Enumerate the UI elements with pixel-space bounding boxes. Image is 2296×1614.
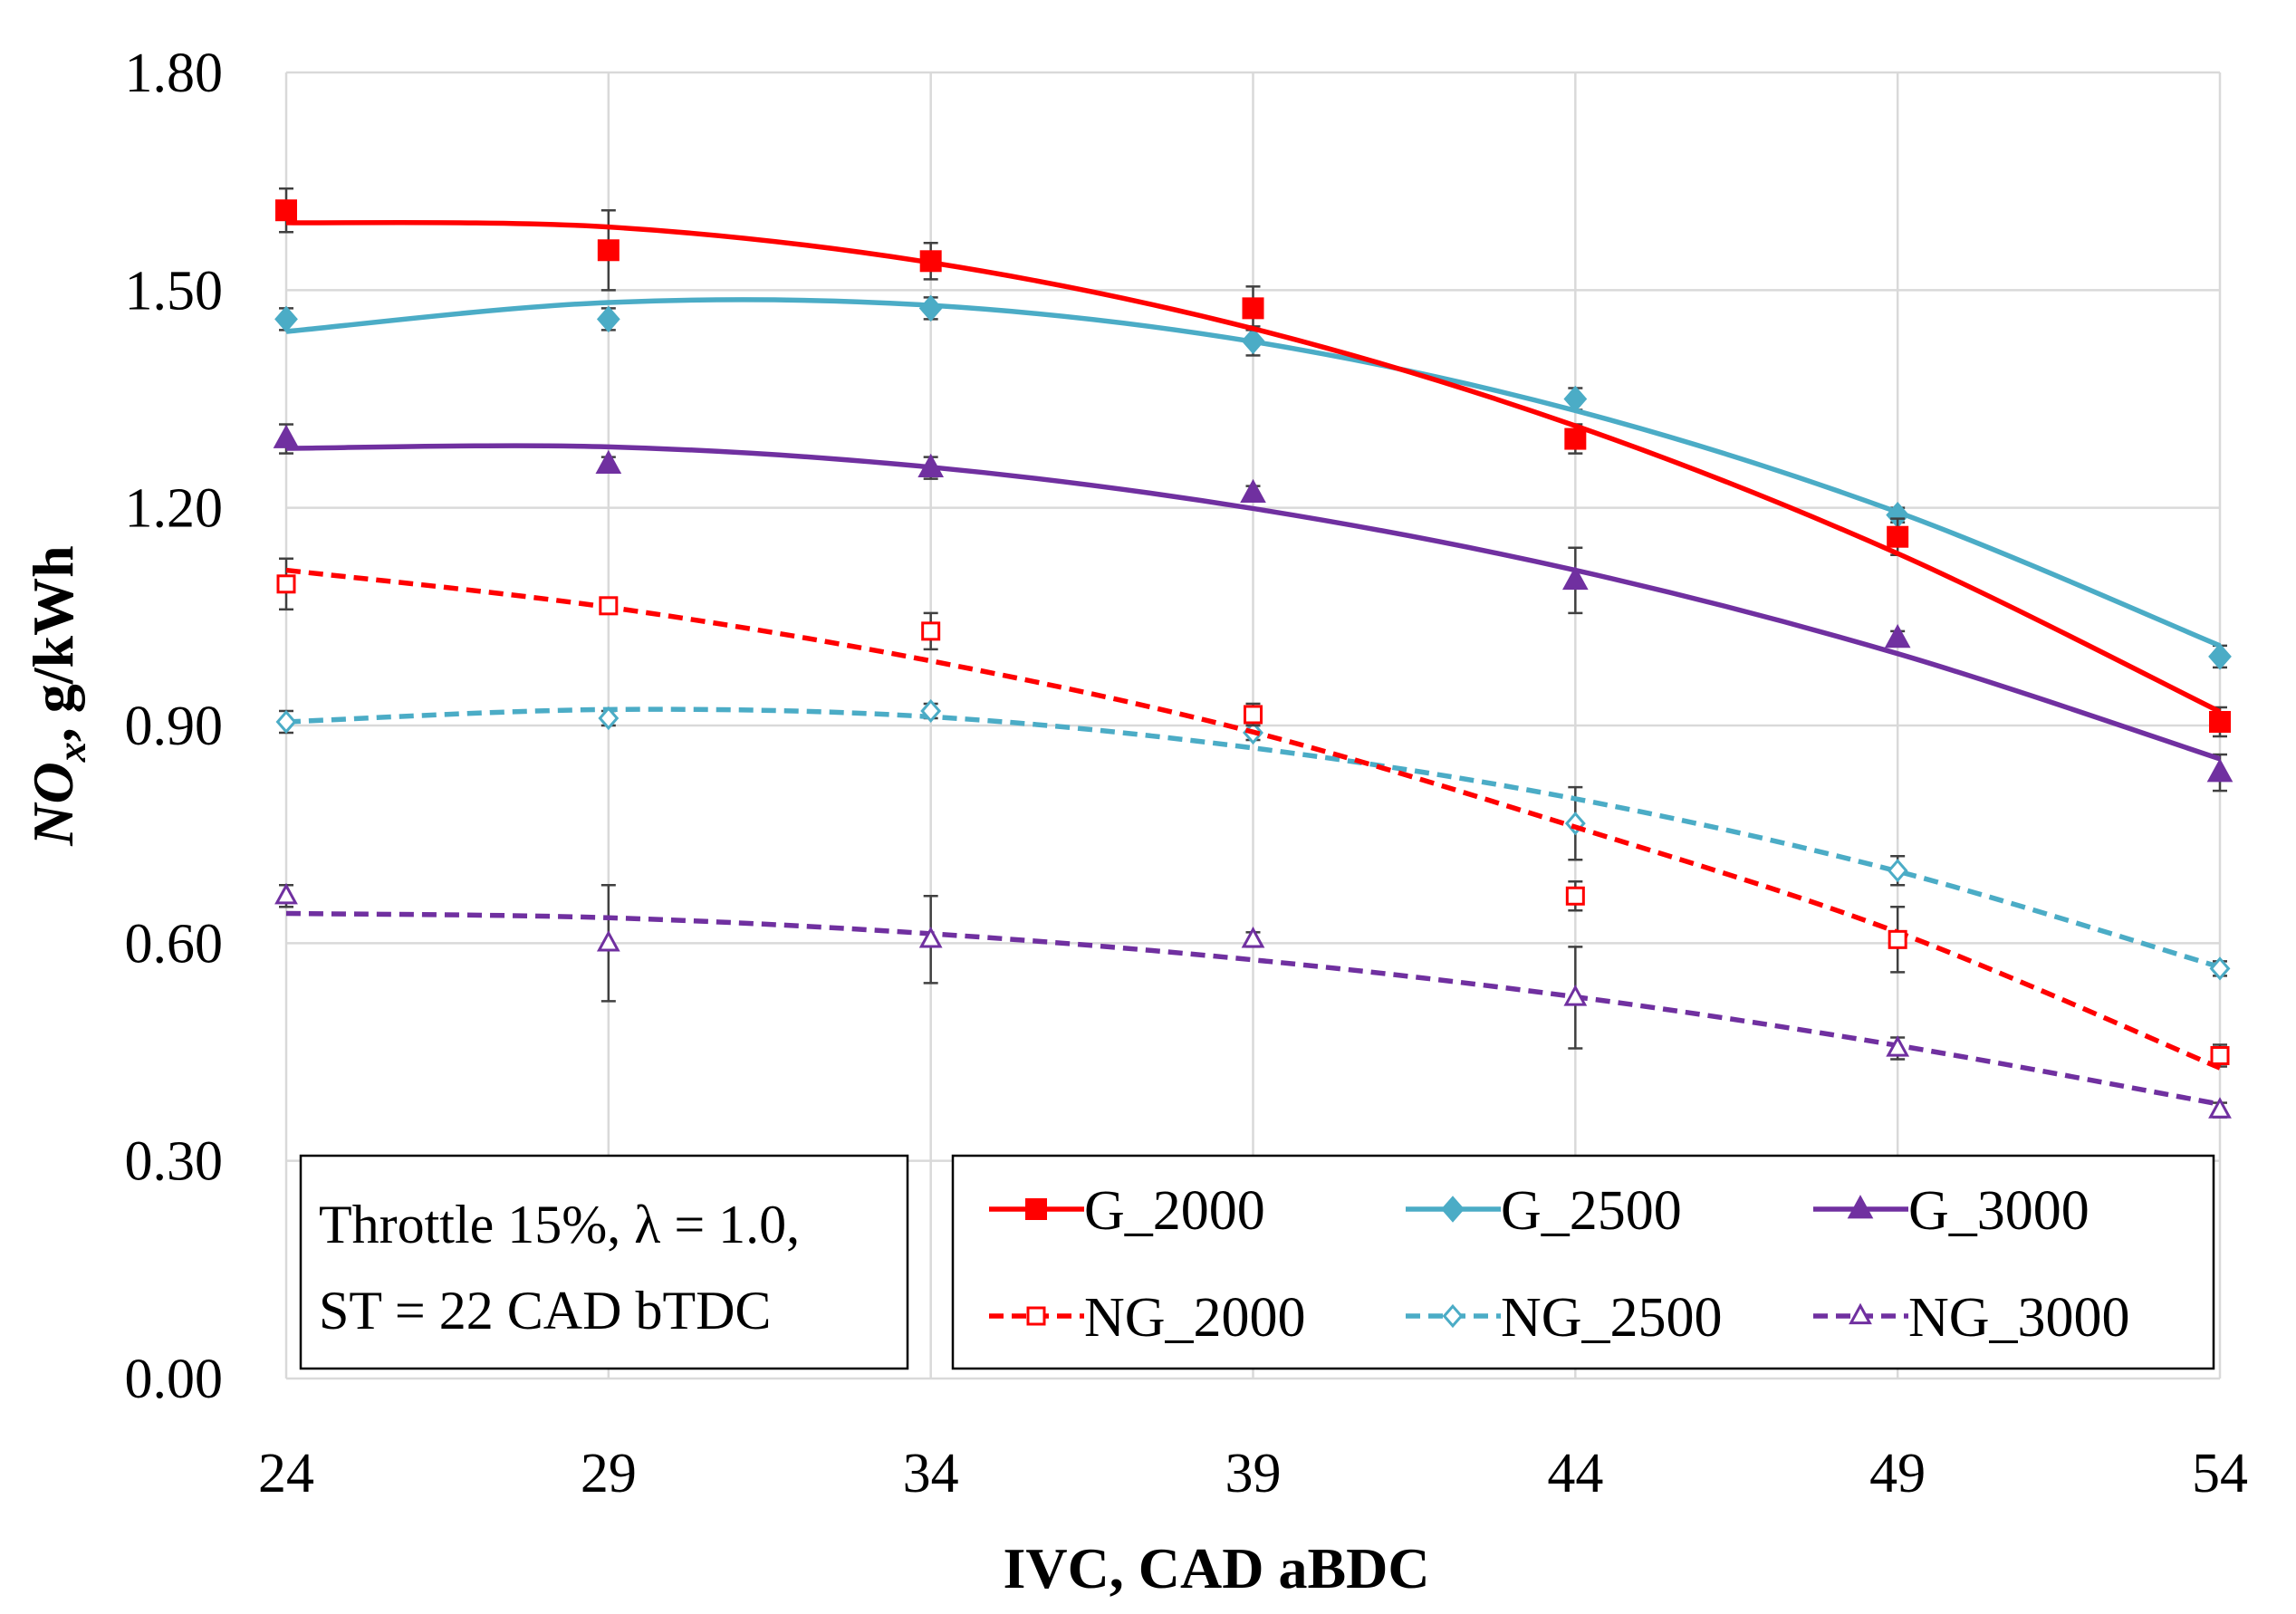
y-axis-title-main: NO xyxy=(21,762,85,846)
legend-label-ng-3000: NG_3000 xyxy=(1908,1287,2130,1349)
condition-annotation: Throttle 15%, λ = 1.0, ST = 22 CAD bTDC xyxy=(299,1154,909,1370)
legend-label-g-3000: G_3000 xyxy=(1908,1180,2089,1242)
series-ng-2000 xyxy=(276,557,2230,1071)
y-tick-label: 0.30 xyxy=(125,1131,224,1193)
data-point-g-2000 xyxy=(275,199,297,222)
condition-line-1: Throttle 15%, λ = 1.0, xyxy=(319,1195,800,1254)
legend-box xyxy=(951,1154,2215,1370)
y-tick-label: 1.80 xyxy=(125,43,224,104)
legend-marker-g-3000 xyxy=(1847,1195,1874,1219)
x-tick-label: 24 xyxy=(258,1443,314,1504)
data-point-ng-2000 xyxy=(2210,1046,2230,1066)
x-axis-title: IVC, CAD aBDC xyxy=(1003,1536,1429,1600)
data-point-ng-3000 xyxy=(596,929,620,952)
data-point-g-2000 xyxy=(597,239,620,262)
data-point-g-2500 xyxy=(2208,643,2232,670)
data-point-g-3000 xyxy=(273,424,300,448)
data-point-g-3000 xyxy=(595,449,622,474)
legend-entry-g-2000: G_2000 xyxy=(989,1180,1265,1242)
data-point-ng-3000 xyxy=(1563,985,1588,1006)
x-tick-label: 34 xyxy=(903,1443,959,1504)
data-point-ng-2500 xyxy=(2209,956,2231,981)
y-axis-title: NOx, g/kWh xyxy=(21,545,94,846)
data-point-ng-3000 xyxy=(274,882,298,905)
x-tick-label: 29 xyxy=(581,1443,637,1504)
data-point-g-3000 xyxy=(1561,565,1589,591)
data-point-ng-2500 xyxy=(1887,859,1908,883)
data-point-g-3000 xyxy=(1240,478,1266,503)
data-point-g-2000 xyxy=(1242,297,1264,320)
data-point-g-2000 xyxy=(919,250,942,273)
trend-line-g-2000 xyxy=(285,219,2222,715)
legend-label-ng-2500: NG_2500 xyxy=(1501,1287,1723,1349)
data-point-ng-3000 xyxy=(1886,1035,1910,1057)
y-tick-label: 1.50 xyxy=(125,260,224,322)
data-point-ng-2000 xyxy=(1888,929,1907,949)
data-point-ng-2000 xyxy=(599,596,619,616)
data-point-ng-2000 xyxy=(921,621,941,641)
data-point-ng-3000 xyxy=(1241,926,1265,948)
x-tick-label: 54 xyxy=(2192,1443,2248,1504)
y-tick-label: 0.00 xyxy=(125,1349,224,1410)
data-point-g-3000 xyxy=(2206,758,2234,783)
data-point-g-2000 xyxy=(2209,710,2231,733)
trend-line-g-3000 xyxy=(285,443,2221,762)
legend-label-g-2500: G_2500 xyxy=(1501,1180,1682,1242)
y-axis-title-rest: , g/kWh xyxy=(21,545,85,742)
data-point-g-2000 xyxy=(1887,525,1909,548)
legend-entry-ng-2500: NG_2500 xyxy=(1406,1287,1723,1349)
series-layer xyxy=(273,187,2234,1119)
legend: G_2000 G_2500 G_3000 NG_2000 NG_2500 NG_3000 xyxy=(951,1154,2215,1370)
legend-entry-g-3000: G_3000 xyxy=(1813,1180,2089,1242)
data-point-ng-2000 xyxy=(1565,886,1585,906)
legend-entry-ng-3000: NG_3000 xyxy=(1813,1287,2130,1349)
legend-entry-g-2500: G_2500 xyxy=(1406,1180,1682,1242)
x-tick-label: 44 xyxy=(1547,1443,1603,1504)
x-tick-label: 49 xyxy=(1869,1443,1926,1504)
data-point-ng-3000 xyxy=(2208,1097,2232,1119)
y-tick-label: 0.90 xyxy=(125,696,224,757)
data-point-g-2500 xyxy=(1241,327,1265,355)
series-g-2000 xyxy=(275,187,2231,738)
data-point-ng-2000 xyxy=(1244,705,1263,725)
legend-marker-ng-2000 xyxy=(1026,1306,1046,1326)
legend-marker-ng-2500 xyxy=(1442,1303,1464,1329)
data-point-g-2500 xyxy=(1563,385,1588,413)
data-point-ng-3000 xyxy=(918,926,943,948)
legend-marker-g-2500 xyxy=(1441,1196,1465,1223)
y-axis-title-subscript: x xyxy=(50,742,94,763)
legend-label-g-2000: G_2000 xyxy=(1084,1180,1265,1242)
x-tick-labels: 24 29 34 39 44 49 54 xyxy=(258,1443,2248,1504)
y-tick-labels: 0.00 0.30 0.60 0.90 1.20 1.50 1.80 xyxy=(125,43,224,1410)
data-point-g-2500 xyxy=(274,305,298,333)
legend-marker-ng-3000 xyxy=(1849,1302,1872,1325)
legend-label-ng-2000: NG_2000 xyxy=(1084,1287,1306,1349)
data-point-g-2500 xyxy=(918,294,943,322)
condition-annotation-box xyxy=(299,1154,909,1370)
series-g-3000 xyxy=(273,423,2234,793)
data-point-ng-2500 xyxy=(598,706,620,731)
y-tick-label: 0.60 xyxy=(125,913,224,975)
data-point-ng-2500 xyxy=(275,709,297,735)
condition-line-2: ST = 22 CAD bTDC xyxy=(319,1281,771,1340)
data-point-g-3000 xyxy=(917,453,945,477)
x-tick-label: 39 xyxy=(1225,1443,1282,1504)
legend-entry-ng-2000: NG_2000 xyxy=(989,1287,1306,1349)
data-point-g-2500 xyxy=(596,305,620,333)
data-point-ng-2000 xyxy=(276,574,296,594)
data-point-g-3000 xyxy=(1884,624,1911,648)
series-ng-3000 xyxy=(274,882,2232,1119)
data-point-ng-2500 xyxy=(920,698,942,724)
y-tick-label: 1.20 xyxy=(125,478,224,540)
legend-marker-g-2000 xyxy=(1025,1198,1047,1220)
data-point-g-2000 xyxy=(1564,428,1587,450)
